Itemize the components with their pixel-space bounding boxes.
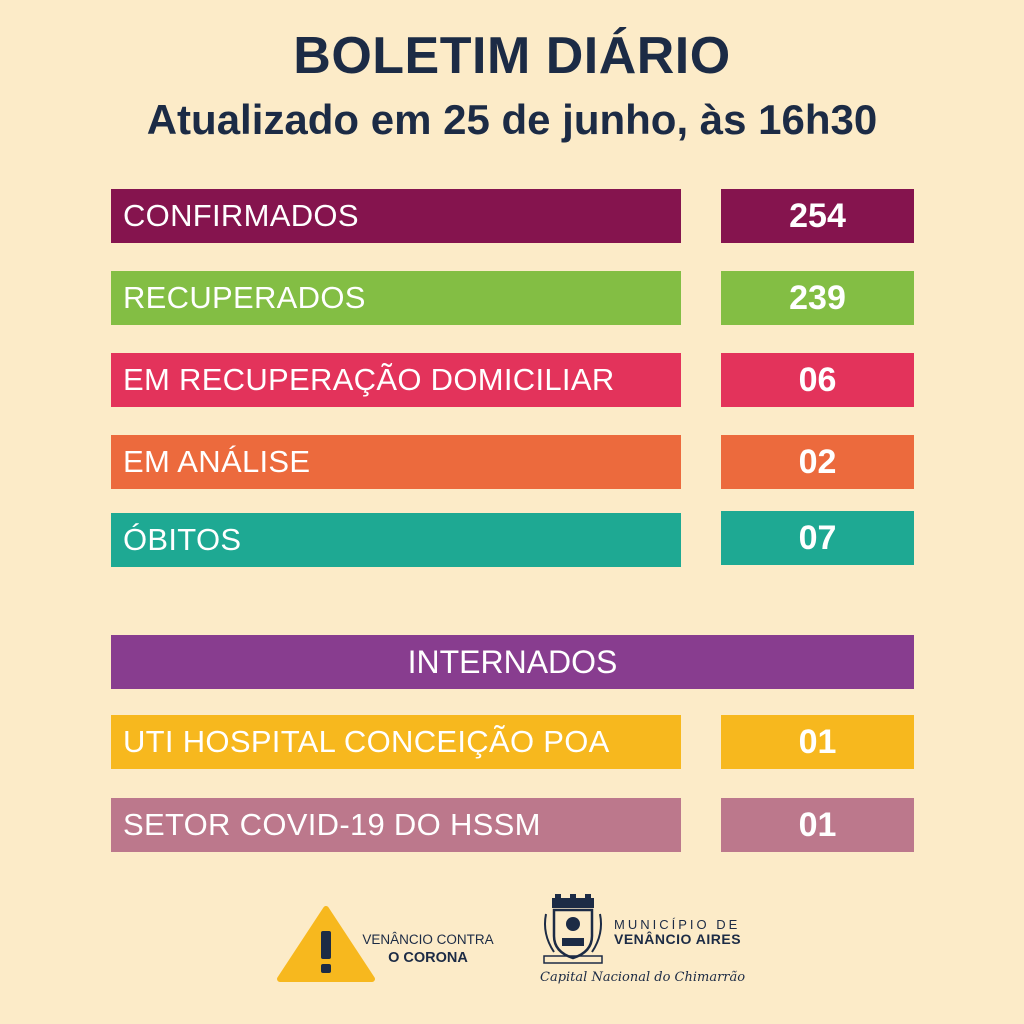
municipality-label: MUNICÍPIO DE	[614, 917, 741, 932]
page-title: BOLETIM DIÁRIO	[293, 27, 731, 85]
page-subtitle: Atualizado em 25 de junho, às 16h30	[146, 96, 878, 143]
stat-value-setor-covid-hssm: 01	[721, 798, 914, 852]
stat-value-confirmados: 254	[721, 189, 914, 243]
municipality-name: VENÂNCIO AIRES	[614, 931, 742, 947]
stat-label-obitos: ÓBITOS	[111, 513, 681, 567]
campaign-text: VENÂNCIO CONTRA O CORONA	[358, 930, 498, 968]
stat-label-recuperados: RECUPERADOS	[111, 271, 681, 325]
municipal-crest-icon	[543, 894, 603, 964]
stat-value-recuperados: 239	[721, 271, 914, 325]
stat-label-confirmados: CONFIRMADOS	[111, 189, 681, 243]
stat-value-em-recuperacao-domiciliar: 06	[721, 353, 914, 407]
stat-value-em-analise: 02	[721, 435, 914, 489]
stat-value-obitos: 07	[721, 511, 914, 565]
stat-value-uti-hospital-conceicao: 01	[721, 715, 914, 769]
campaign-line-2: O CORONA	[388, 950, 468, 966]
stat-label-em-recuperacao-domiciliar: EM RECUPERAÇÃO DOMICILIAR	[111, 353, 681, 407]
municipality-slogan: Capital Nacional do Chimarrão	[540, 970, 746, 985]
warning-triangle-icon	[277, 906, 375, 982]
stat-label-em-analise: EM ANÁLISE	[111, 435, 681, 489]
stat-label-uti-hospital-conceicao: UTI HOSPITAL CONCEIÇÃO POA	[111, 715, 681, 769]
campaign-line-1: VENÂNCIO CONTRA	[362, 932, 494, 947]
stat-label-setor-covid-hssm: SETOR COVID-19 DO HSSM	[111, 798, 681, 852]
section-header-internados: INTERNADOS	[111, 635, 914, 689]
